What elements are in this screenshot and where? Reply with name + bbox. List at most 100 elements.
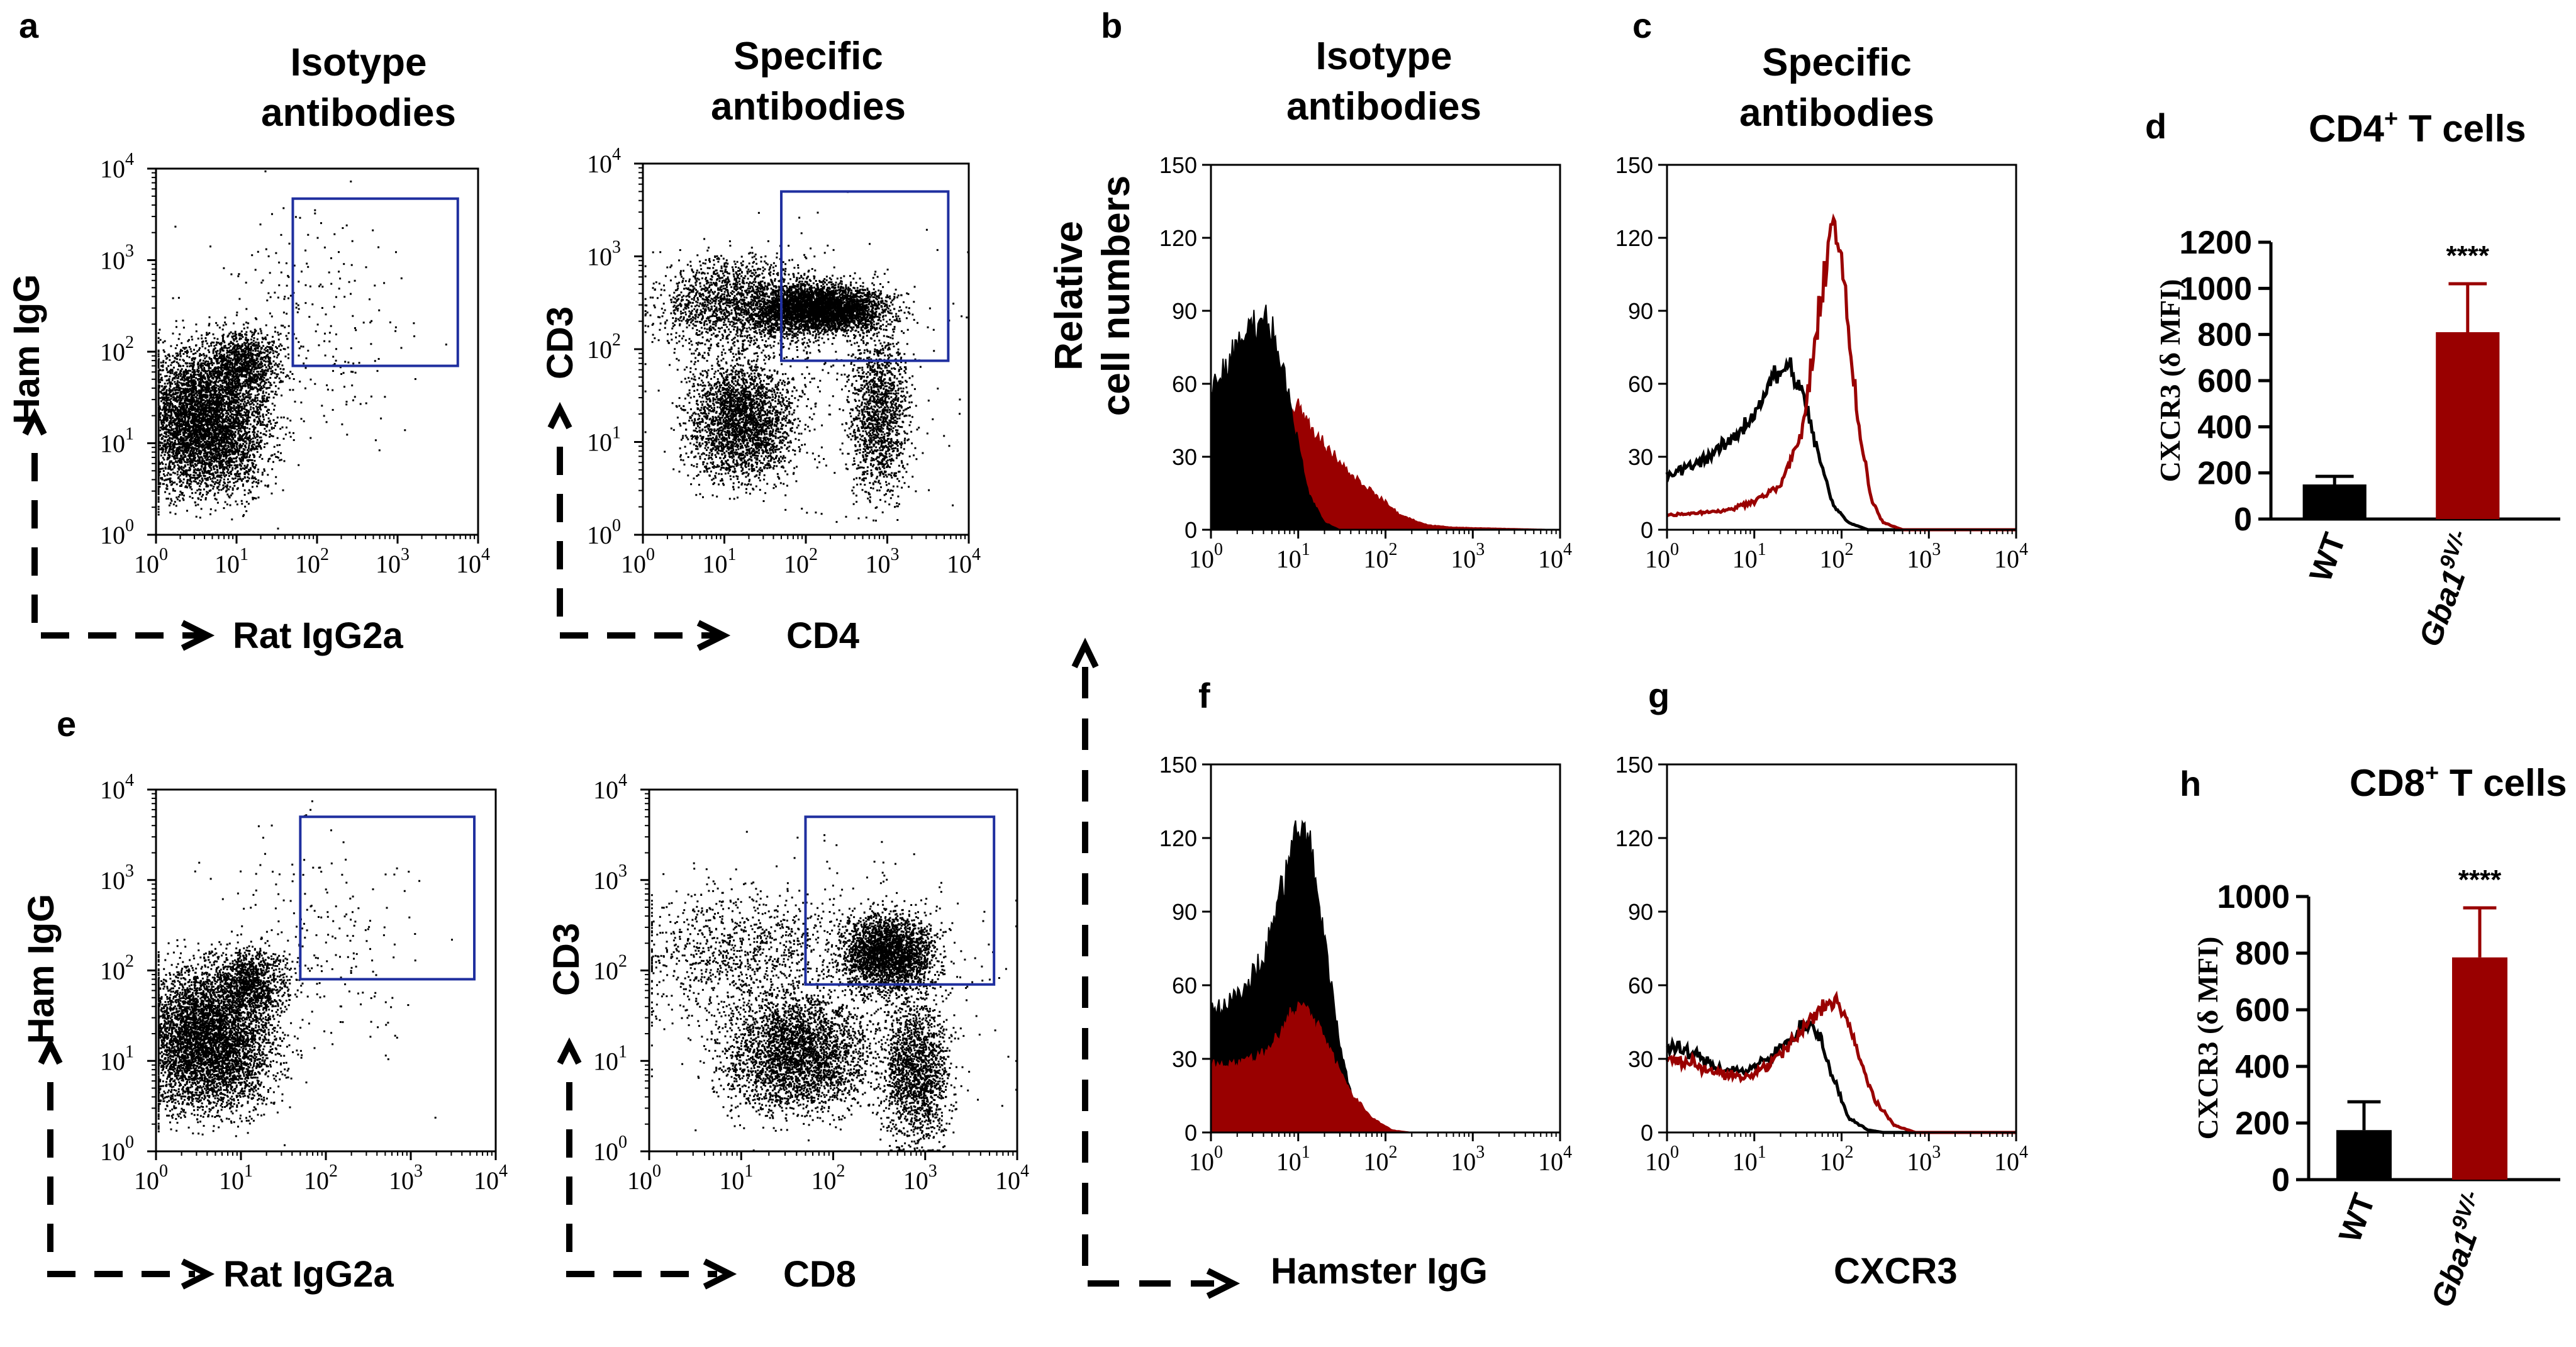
y-tick-label-d-2: 400 [2197,409,2252,445]
e2-ylabel: CD3 [546,923,587,996]
y-tick-label-a1-0: 100 [100,516,134,549]
x-tick-label-a1-4: 104 [456,545,490,578]
y-tick-label-g-4: 120 [1615,825,1653,851]
y-tick-label-f-0: 0 [1185,1120,1197,1146]
y-tick-label-d-5: 1000 [2179,271,2252,307]
y-tick-label-a1-4: 104 [100,150,134,183]
x-tick-label-e1-3: 103 [389,1161,423,1195]
plot-frame-e1 [155,788,497,1153]
dot-points-e2 [650,830,1018,1152]
arrow-e2 [566,1082,717,1277]
x-tick-label-g-1: 101 [1732,1143,1766,1176]
x-tick-label-a1-1: 101 [215,545,248,578]
f-xlabel: Hamster IgG [1271,1251,1488,1292]
y-tick-label-f-2: 60 [1172,973,1197,998]
header-c-line1: Specific [1762,41,1912,84]
x-tick-label-f-2: 102 [1364,1143,1398,1176]
dot-cloud-e2 [650,830,1018,1152]
y-tick-label-d-3: 600 [2197,363,2252,400]
arrow-e1 [47,1082,195,1277]
x-tick-label-g-2: 102 [1820,1143,1854,1176]
header-b-line1: Isotype [1315,35,1452,78]
svg-text:Ham IgG: Ham IgG [6,274,47,425]
bar-chart-h: CD8+ T cells CXCR3 (δ MFI) 0 200 400 600 800 10… [2192,760,2567,1312]
svg-text:Relative: Relative [1047,221,1091,371]
category-label-h-0: WT [2332,1189,2382,1247]
x-tick-label-c-0: 100 [1645,540,1679,573]
panel-letter-g: g [1648,676,1670,715]
x-tick-label-f-3: 103 [1451,1143,1485,1176]
y-axis-label-d: CXCR3 (δ MFI) [2154,279,2186,483]
y-tick-label-f-4: 120 [1159,825,1197,851]
y-tick-label-d-4: 800 [2197,317,2252,354]
x-tick-label-a2-0: 100 [621,545,655,578]
y-tick-label-e2-1: 101 [593,1042,627,1075]
significance-h: **** [2458,864,2502,895]
histogram-series-b-1 [1210,305,1560,530]
svg-text:CD3: CD3 [546,923,587,996]
panel-letter-h: h [2180,764,2201,803]
x-tick-label-a2-1: 101 [703,545,737,578]
x-tick-label-f-1: 101 [1276,1143,1310,1176]
panel-letter-c: c [1632,6,1652,45]
e1-ylabel: Ham IgG [21,894,62,1044]
y-tick-label-c-2: 60 [1628,371,1653,397]
x-tick-label-e2-1: 101 [719,1161,753,1195]
y-tick-label-d-1: 200 [2197,456,2252,492]
significance-d: **** [2446,240,2490,271]
bar-chart-d: CD4+ T cells CXCR3 (δ MFI) 0 200 400 600 800 10… [2154,106,2560,651]
y-tick-label-e1-2: 102 [100,952,134,985]
y-tick-label-b-0: 0 [1185,517,1197,543]
histogram-series-c-1 [1666,213,2016,532]
y-tick-label-f-1: 30 [1172,1046,1197,1072]
histogram-frame-c [1666,164,2017,531]
x-tick-label-c-3: 103 [1907,540,1941,573]
plot-frame-a1 [155,167,479,536]
histogram-f: 0 30 60 90 120 150 100 101 102 103 104 [1159,752,1572,1176]
y-tick-label-b-5: 150 [1159,152,1197,178]
bar-chart-layer: CD4+ T cells CXCR3 (δ MFI) 0 200 400 600 800 10… [2154,106,2567,1312]
axis-arrows [22,401,1241,1299]
category-label-d-1: Gba19V/- [2408,527,2485,651]
y-tick-label-a2-4: 104 [587,145,621,178]
x-tick-label-g-3: 103 [1907,1143,1941,1176]
histogram-series-c-0 [1665,357,2016,532]
y-tick-label-a1-1: 101 [100,425,134,458]
x-tick-label-e2-0: 100 [627,1161,661,1195]
y-tick-label-e1-4: 104 [100,771,134,804]
g-xlabel: CXCR3 [1834,1251,1958,1292]
gate-a1 [291,197,459,367]
x-tick-label-b-4: 104 [1538,540,1572,573]
x-tick-label-e2-4: 104 [995,1161,1029,1195]
a1-xlabel: Rat IgG2a [233,615,403,656]
bar-d-1 [2436,332,2500,519]
x-tick-label-e1-0: 100 [134,1161,168,1195]
x-tick-label-a2-4: 104 [947,545,981,578]
panel-letter-d: d [2145,106,2166,146]
chart-title-d: CD4+ T cells [2309,106,2526,150]
dot-plot-layer: 1001001011011021021031031041041001001011… [100,145,1029,1195]
x-tick-label-e1-1: 101 [219,1161,253,1195]
svg-text:Ham IgG: Ham IgG [21,894,62,1044]
dot-cloud-a1 [157,170,447,530]
arrow-a2 [557,447,717,639]
gate-e1 [299,815,476,981]
arrow-a1 [31,453,201,639]
y-tick-label-d-0: 0 [2234,501,2252,538]
y-tick-label-e2-0: 100 [593,1132,627,1166]
y-tick-label-h-1: 200 [2235,1105,2290,1142]
bar-d-0 [2302,484,2367,519]
x-tick-label-a2-2: 102 [784,545,818,578]
y-tick-label-h-0: 0 [2272,1162,2290,1199]
x-tick-label-f-4: 104 [1538,1143,1572,1176]
y-axis-label-h: CXCR3 (δ MFI) [2192,937,2224,1140]
dot-cloud-e1 [157,800,453,1146]
dot-cloud-a2 [644,191,969,523]
header-b-line2: antibodies [1286,85,1481,128]
y-tick-label-b-1: 30 [1172,444,1197,470]
x-tick-label-a2-3: 103 [866,545,900,578]
histogram-c: 0 30 60 90 120 150 100 101 102 103 104 [1615,152,2028,573]
